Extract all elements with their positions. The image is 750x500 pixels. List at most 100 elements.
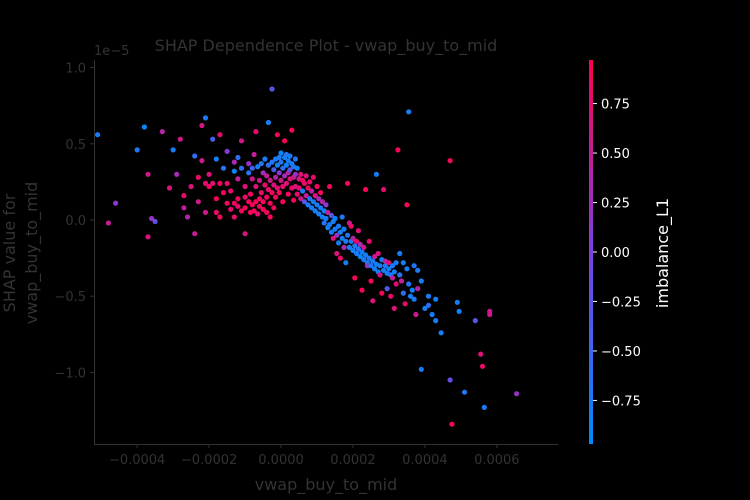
scatter-point: [384, 286, 390, 292]
scatter-point: [256, 196, 263, 202]
x-tick-label: 0.0000: [258, 453, 304, 468]
scatter-point: [242, 205, 248, 211]
scatter-point: [278, 159, 284, 165]
scatter-point: [249, 202, 255, 208]
scatter-point: [343, 260, 349, 266]
scatter-point: [287, 153, 293, 159]
scatter-point: [256, 203, 263, 209]
scatter-point: [181, 205, 187, 211]
y-offset-label: 1e−5: [94, 44, 129, 59]
scatter-point: [265, 162, 271, 168]
scatter-point: [337, 255, 343, 261]
scatter-point: [407, 293, 414, 299]
scatter-point: [224, 200, 230, 206]
scatter-point: [238, 165, 245, 171]
scatter-point: [307, 196, 313, 202]
scatter-point: [235, 203, 241, 209]
scatter-point: [481, 404, 487, 410]
scatter-point: [242, 183, 248, 190]
scatter-point: [309, 188, 315, 194]
scatter-point: [231, 168, 237, 174]
scatter-point: [228, 206, 234, 212]
scatter-point: [202, 180, 209, 186]
scatter-point: [330, 235, 336, 241]
scatter-point: [472, 318, 478, 324]
scatter-point: [323, 202, 329, 208]
scatter-point: [294, 191, 300, 197]
scatter-point: [271, 205, 277, 211]
scatter-point: [327, 222, 333, 228]
scatter-point: [166, 185, 173, 191]
scatter-point: [354, 238, 360, 244]
scatter-point: [339, 235, 345, 241]
scatter-point: [199, 122, 205, 129]
scatter-point: [231, 159, 237, 165]
scatter-point: [199, 158, 205, 164]
scatter-point: [149, 215, 155, 222]
scatter-point: [345, 232, 351, 238]
colorbar-tick-label: 0.00: [601, 246, 630, 261]
scatter-point: [134, 147, 140, 153]
scatter-point: [425, 302, 432, 308]
scatter-point: [217, 180, 223, 186]
scatter-point: [332, 226, 338, 232]
scatter-point: [217, 214, 223, 220]
scatter-point: [294, 165, 300, 171]
scatter-point: [170, 147, 176, 153]
scatter-point: [346, 244, 352, 250]
scatter-point: [260, 170, 266, 176]
scatter-point: [366, 255, 372, 261]
scatter-point: [287, 167, 293, 173]
x-tick-label: −0.0004: [109, 453, 165, 468]
scatter-point: [289, 127, 295, 133]
scatter-point: [300, 188, 306, 194]
scatter-point: [327, 183, 333, 190]
scatter-point: [274, 132, 280, 138]
scatter-point: [249, 176, 255, 182]
scatter-point: [265, 119, 271, 126]
scatter-point: [231, 200, 237, 206]
scatter-point: [274, 185, 280, 191]
scatter-point: [273, 174, 279, 180]
scatter-point: [285, 158, 291, 164]
scatter-point: [357, 241, 363, 247]
scatter-point: [220, 165, 227, 171]
scatter-point: [397, 272, 403, 278]
scatter-point: [375, 250, 381, 257]
scatter-point: [202, 115, 209, 121]
x-tick-label: −0.0002: [181, 453, 237, 468]
scatter-point: [253, 199, 259, 205]
scatter-point: [301, 180, 307, 186]
scatter-point: [141, 124, 147, 130]
scatter-point: [341, 244, 347, 250]
scatter-point: [113, 200, 119, 206]
scatter-point: [418, 366, 424, 372]
scatter-point: [334, 250, 340, 257]
y-axis-label-line2: vwap_buy_to_mid: [22, 182, 42, 325]
scatter-point: [456, 308, 462, 314]
scatter-point: [314, 183, 320, 190]
scatter-point: [352, 275, 358, 281]
scatter-point: [425, 293, 432, 299]
colorbar-tick-label: 0.75: [601, 98, 630, 113]
scatter-point: [152, 218, 158, 225]
scatter-point: [228, 188, 234, 194]
scatter-point: [253, 129, 259, 135]
scatter-point: [238, 208, 245, 214]
scatter-point: [411, 296, 417, 302]
scatter-point: [278, 150, 284, 156]
scatter-point: [235, 176, 241, 182]
scatter-point: [422, 305, 428, 311]
scatter-point: [337, 229, 343, 235]
scatter-point: [393, 281, 399, 287]
scatter-point: [314, 202, 320, 208]
scatter-point: [336, 240, 342, 246]
scatter-point: [213, 156, 219, 162]
scatter-point: [350, 247, 356, 254]
scatter-point: [298, 171, 304, 177]
scatter-point: [249, 165, 255, 171]
scatter-point: [231, 214, 237, 220]
scatter-point: [393, 260, 399, 266]
scatter-point: [238, 138, 245, 144]
scatter-point: [370, 298, 376, 304]
